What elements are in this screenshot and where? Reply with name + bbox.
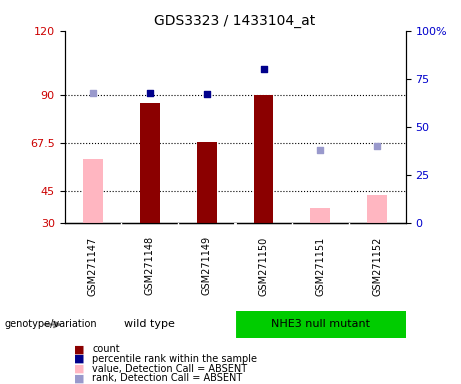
Text: GSM271151: GSM271151 — [315, 236, 325, 296]
Bar — [140, 103, 160, 223]
Text: count: count — [92, 344, 120, 354]
Title: GDS3323 / 1433104_at: GDS3323 / 1433104_at — [154, 14, 316, 28]
Text: wild type: wild type — [124, 319, 175, 329]
Point — [146, 90, 154, 96]
Text: ■: ■ — [74, 344, 84, 354]
Point — [260, 66, 267, 72]
Point — [317, 147, 324, 153]
Bar — [310, 208, 331, 223]
Point — [89, 90, 97, 96]
Text: GSM271150: GSM271150 — [259, 236, 269, 296]
Bar — [83, 159, 103, 223]
Text: GSM271147: GSM271147 — [88, 236, 98, 296]
Text: value, Detection Call = ABSENT: value, Detection Call = ABSENT — [92, 364, 247, 374]
Point — [373, 143, 381, 149]
Bar — [367, 195, 387, 223]
Text: NHE3 null mutant: NHE3 null mutant — [271, 319, 370, 329]
Bar — [235, 311, 406, 338]
Text: ■: ■ — [74, 364, 84, 374]
Bar — [254, 95, 273, 223]
Bar — [197, 142, 217, 223]
Text: ■: ■ — [74, 354, 84, 364]
Point — [203, 91, 210, 97]
Text: GSM271148: GSM271148 — [145, 237, 155, 295]
Text: ■: ■ — [74, 373, 84, 383]
Text: genotype/variation: genotype/variation — [5, 319, 97, 329]
Text: percentile rank within the sample: percentile rank within the sample — [92, 354, 257, 364]
Text: GSM271149: GSM271149 — [201, 237, 212, 295]
Text: GSM271152: GSM271152 — [372, 236, 382, 296]
Text: rank, Detection Call = ABSENT: rank, Detection Call = ABSENT — [92, 373, 242, 383]
